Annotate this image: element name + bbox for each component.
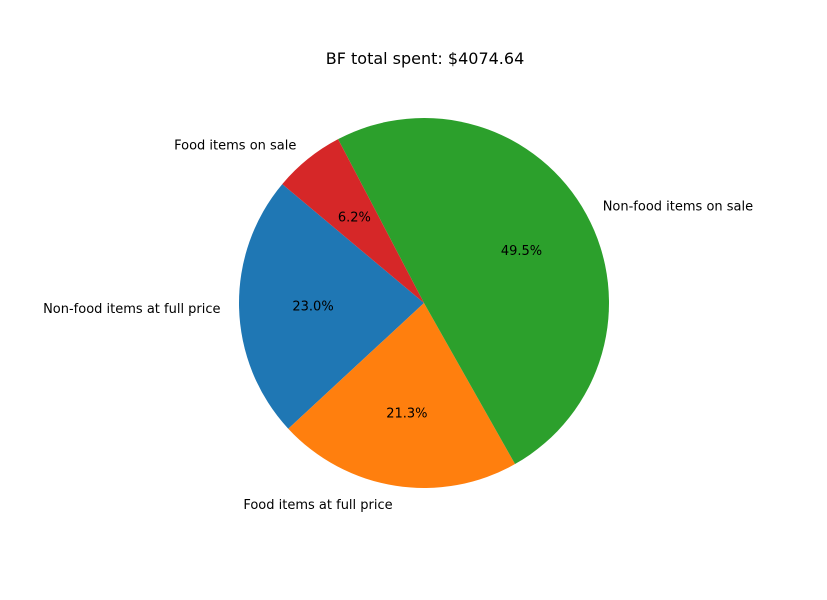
pie-slice-food-items-on-sale	[282, 139, 424, 303]
pie-category-label: Food items at full price	[243, 498, 392, 513]
pie-percent-label: 49.5%	[501, 244, 542, 259]
chart-title: BF total spent: $4074.64	[326, 49, 525, 68]
pie-percent-label: 23.0%	[292, 300, 333, 315]
pie-slice-non-food-items-at-full-price	[238, 184, 424, 429]
pie-slices	[238, 117, 610, 489]
pie-percent-label: 21.3%	[386, 407, 427, 422]
pie-slice-non-food-items-on-sale	[338, 117, 610, 465]
pie-category-label: Non-food items on sale	[603, 200, 753, 215]
pie-category-label: Food items on sale	[174, 138, 296, 153]
pie-slice-food-items-at-full-price	[288, 303, 516, 489]
pie-labels: 23.0% Non-food items at full price 21.3% Fo…	[43, 138, 753, 513]
pie-percent-label: 6.2%	[338, 211, 371, 226]
pie-category-label: Non-food items at full price	[43, 302, 220, 317]
